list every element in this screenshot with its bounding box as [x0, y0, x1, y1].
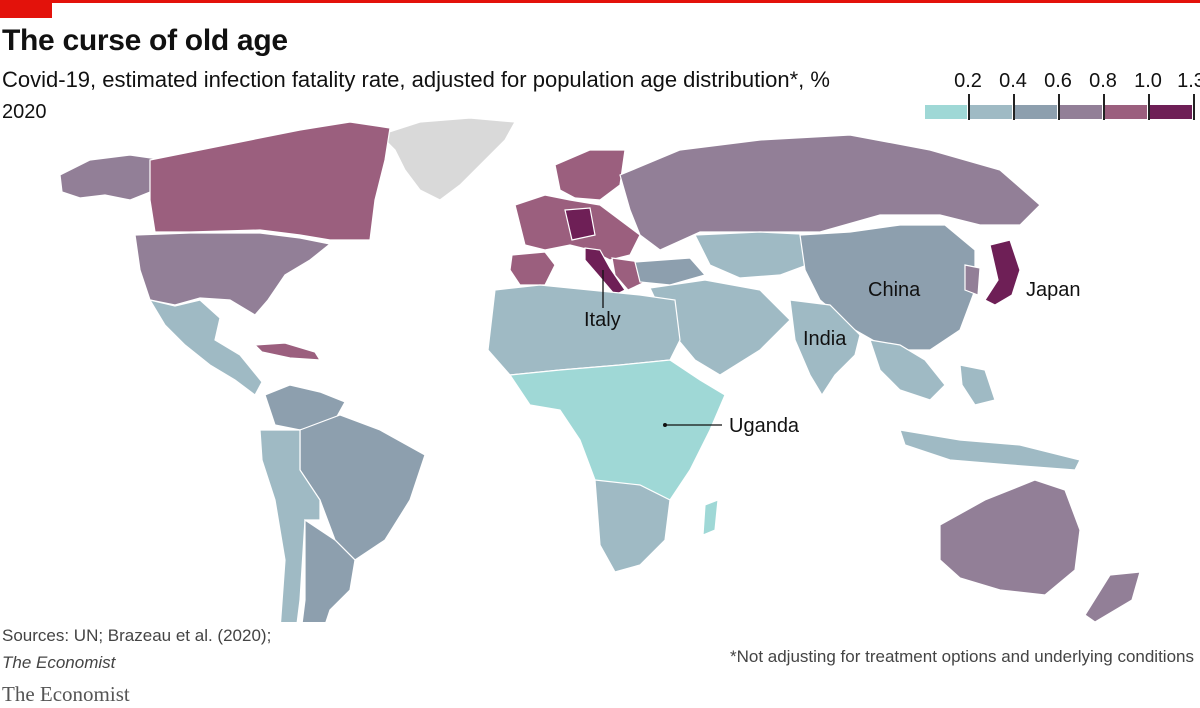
color-legend: 0.2 0.4 0.6 0.8 1.0 1.3 [923, 70, 1200, 122]
legend-swatch-3 [1015, 105, 1057, 119]
canada [149, 121, 391, 241]
legend-label-1: 0.2 [954, 70, 982, 92]
turkey-caucasus [634, 257, 707, 286]
source-line-1: Sources: UN; Brazeau et al. (2020); [2, 626, 272, 645]
chart-subtitle: Covid-19, estimated infection fatality r… [2, 67, 830, 92]
alaska [59, 154, 166, 201]
argentina [301, 518, 356, 622]
uganda-callout-dot [663, 423, 667, 427]
legend-swatch-2 [970, 105, 1012, 119]
legend-label-6: 1.3 [1177, 70, 1200, 92]
colombia-venezuela [264, 384, 346, 431]
legend-tick-5 [1148, 94, 1150, 120]
label-china: China [868, 279, 921, 301]
philippines [959, 364, 996, 406]
footnote: *Not adjusting for treatment options and… [729, 647, 1194, 666]
label-japan: Japan [1026, 279, 1081, 301]
legend-tick-3 [1058, 94, 1060, 120]
korea [964, 264, 981, 296]
scandinavia [554, 149, 626, 201]
legend-tick-2 [1013, 94, 1015, 120]
chart-year: 2020 [2, 101, 47, 123]
legend-tick-6 [1193, 94, 1195, 120]
source-note: Sources: UN; Brazeau et al. (2020); The … [2, 622, 271, 676]
russia [619, 134, 1041, 251]
label-uganda: Uganda [729, 415, 800, 437]
southern-africa [594, 479, 671, 573]
source-line-2: The Economist [2, 649, 271, 676]
legend-label-3: 0.6 [1044, 70, 1072, 92]
world-map: Italy China Japan India Uganda [59, 117, 1141, 622]
madagascar [702, 499, 719, 536]
legend-label-4: 0.8 [1089, 70, 1117, 92]
chart-title: The curse of old age [2, 24, 288, 57]
new-zealand [1084, 571, 1141, 622]
legend-label-5: 1.0 [1134, 70, 1162, 92]
legend-label-2: 0.4 [999, 70, 1027, 92]
north-africa [487, 284, 681, 376]
germany [564, 207, 596, 241]
source-publication: The Economist [2, 653, 116, 672]
australia [939, 479, 1081, 596]
legend-swatch-1 [925, 105, 967, 119]
southeast-asia [869, 339, 946, 401]
label-india: India [803, 328, 847, 350]
legend-tick-1 [968, 94, 970, 120]
caribbean [253, 342, 322, 361]
legend-swatch-5 [1105, 105, 1147, 119]
iberia [509, 251, 556, 286]
peru-bolivia-chile [259, 429, 321, 622]
central-africa [508, 359, 726, 521]
label-italy: Italy [584, 309, 621, 331]
legend-swatch-6 [1150, 105, 1192, 119]
greenland [378, 117, 516, 201]
mexico-central-america [148, 299, 263, 396]
legend-swatch-4 [1060, 105, 1102, 119]
japan [984, 239, 1021, 306]
economist-brand: The Economist [2, 682, 130, 706]
legend-tick-4 [1103, 94, 1105, 120]
indonesia [899, 429, 1081, 471]
united-states [134, 232, 332, 316]
central-asia [694, 231, 821, 279]
top-accent-line [0, 0, 1200, 3]
brand-red-tag [0, 0, 52, 18]
india [789, 299, 861, 397]
